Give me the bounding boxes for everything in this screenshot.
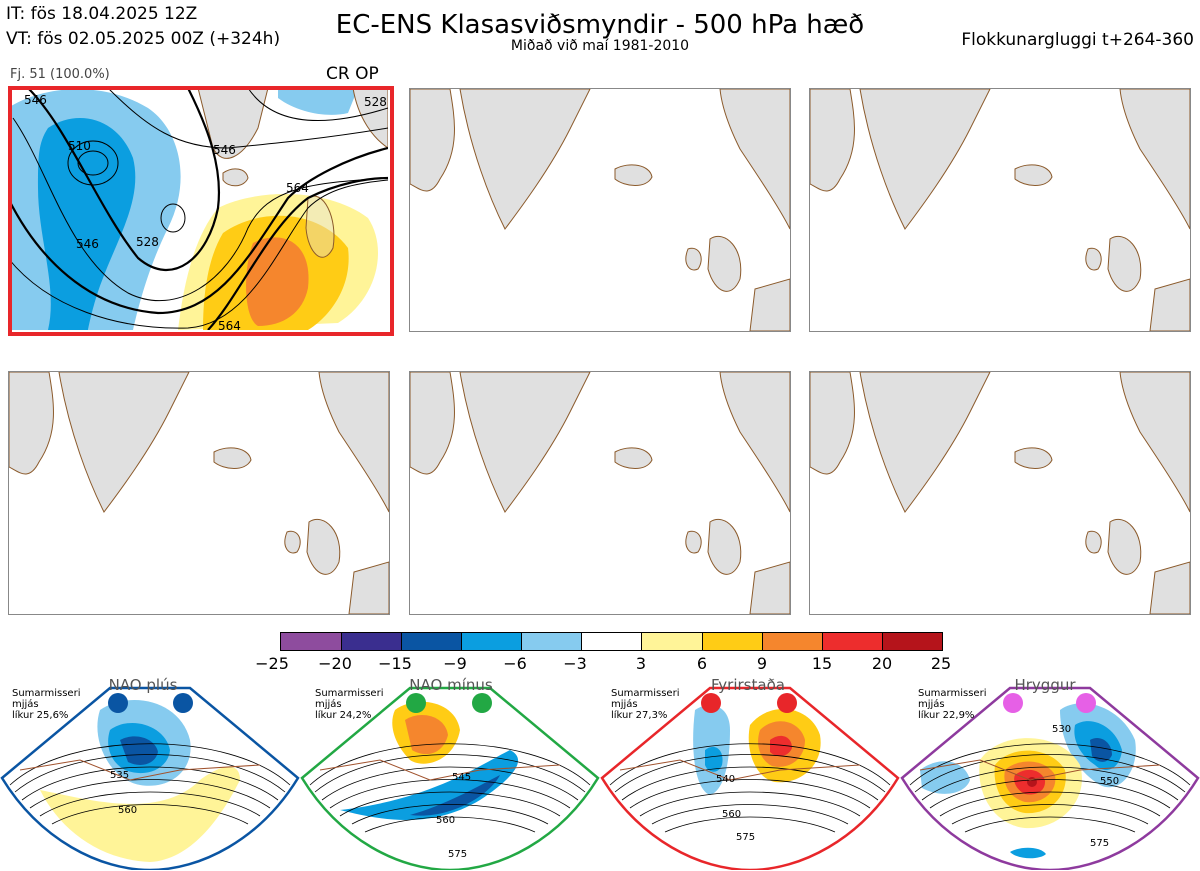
colorbar-tick: 9 bbox=[756, 654, 768, 673]
regime-map-nao-minus: 545 560 575 bbox=[300, 686, 600, 870]
cluster-size-label: Fj. 51 (100.0%) bbox=[10, 67, 110, 82]
regime-note: Sumarmisseri mjjás líkur 27,3% bbox=[611, 688, 680, 721]
contour-label: 575 bbox=[1090, 838, 1109, 849]
colorbar-tick: −3 bbox=[563, 654, 587, 673]
page-subtitle: Miðað við maí 1981-2010 bbox=[510, 38, 690, 54]
colorbar-swatch bbox=[461, 632, 521, 651]
cluster-map-panel: 546 510 528 546 564 546 564 528 bbox=[8, 88, 388, 330]
contour-label: 560 bbox=[722, 809, 741, 820]
colorbar-swatch bbox=[280, 632, 341, 651]
colorbar-swatch bbox=[702, 632, 762, 651]
cluster-highlight-frame bbox=[8, 86, 394, 336]
regime-marker bbox=[406, 693, 426, 713]
colorbar-swatch bbox=[762, 632, 822, 651]
page-title: EC-ENS Klasasviðsmyndir - 500 hPa hæð bbox=[335, 10, 865, 40]
regime-title: NAO plús bbox=[108, 676, 178, 694]
colorbar-tick: −6 bbox=[503, 654, 527, 673]
regime-tag: CR OP bbox=[326, 64, 379, 84]
contour-label: 510 bbox=[68, 139, 91, 153]
colorbar-tick: 15 bbox=[811, 654, 833, 673]
regime-title: NAO mínus bbox=[409, 676, 493, 694]
contour-label: 550 bbox=[1100, 776, 1119, 787]
colorbar-tick: 25 bbox=[930, 654, 952, 673]
colorbar-tick: −9 bbox=[443, 654, 467, 673]
empty-map-panel bbox=[809, 88, 1191, 332]
regime-map-ridge: 530 550 575 bbox=[900, 686, 1200, 870]
empty-map-panel bbox=[409, 88, 791, 332]
classification-window: Flokkunargluggi t+264-360 bbox=[961, 30, 1194, 50]
regime-note: Sumarmisseri mjjás líkur 24,2% bbox=[315, 688, 384, 721]
regime-title: Fyrirstaða bbox=[711, 676, 785, 694]
contour-label: 575 bbox=[448, 849, 467, 860]
empty-map-panel bbox=[409, 371, 791, 615]
valid-time: VT: fös 02.05.2025 00Z (+324h) bbox=[6, 29, 281, 49]
empty-map-panel bbox=[809, 371, 1191, 615]
colorbar-swatch bbox=[641, 632, 702, 651]
regime-title: Hryggur bbox=[1014, 676, 1076, 694]
colorbar-tick: 6 bbox=[696, 654, 708, 673]
empty-map-panel bbox=[8, 371, 390, 615]
colorbar-tick: −25 bbox=[255, 654, 289, 673]
colorbar-tick: −20 bbox=[318, 654, 352, 673]
regime-marker bbox=[1003, 693, 1023, 713]
contour-label: 560 bbox=[436, 815, 455, 826]
colorbar-tick: 20 bbox=[871, 654, 893, 673]
colorbar-swatch bbox=[882, 632, 943, 651]
contour-label: 528 bbox=[136, 235, 159, 249]
colorbar-tick: 3 bbox=[635, 654, 647, 673]
contour-label: 575 bbox=[736, 832, 755, 843]
contour-label: 546 bbox=[24, 93, 47, 107]
contour-label: 530 bbox=[1052, 724, 1071, 735]
regime-map-nao-plus: 535 560 bbox=[0, 686, 300, 870]
contour-label: 528 bbox=[364, 95, 387, 109]
regime-marker bbox=[173, 693, 193, 713]
colorbar-swatch bbox=[521, 632, 581, 651]
regime-marker bbox=[701, 693, 721, 713]
initial-time: IT: fös 18.04.2025 12Z bbox=[6, 4, 198, 24]
regime-map-blocking: 540 560 575 bbox=[600, 686, 900, 870]
colorbar-swatch bbox=[581, 632, 641, 651]
contour-label: 546 bbox=[76, 237, 99, 251]
colorbar-swatch bbox=[341, 632, 401, 651]
contour-label: 564 bbox=[286, 181, 309, 195]
regime-marker bbox=[472, 693, 492, 713]
regime-marker bbox=[1076, 693, 1096, 713]
contour-label: 540 bbox=[716, 774, 735, 785]
regime-note: Sumarmisseri mjjás líkur 22,9% bbox=[918, 688, 987, 721]
contour-label: 564 bbox=[218, 319, 241, 330]
regime-note: Sumarmisseri mjjás líkur 25,6% bbox=[12, 688, 81, 721]
contour-label: 545 bbox=[452, 772, 471, 783]
contour-label: 560 bbox=[118, 805, 137, 816]
colorbar-tick: −15 bbox=[378, 654, 412, 673]
contour-label: 546 bbox=[213, 143, 236, 157]
colorbar-swatch bbox=[401, 632, 461, 651]
regime-marker bbox=[777, 693, 797, 713]
regime-marker bbox=[108, 693, 128, 713]
contour-label: 535 bbox=[110, 770, 129, 781]
colorbar-swatch bbox=[822, 632, 882, 651]
